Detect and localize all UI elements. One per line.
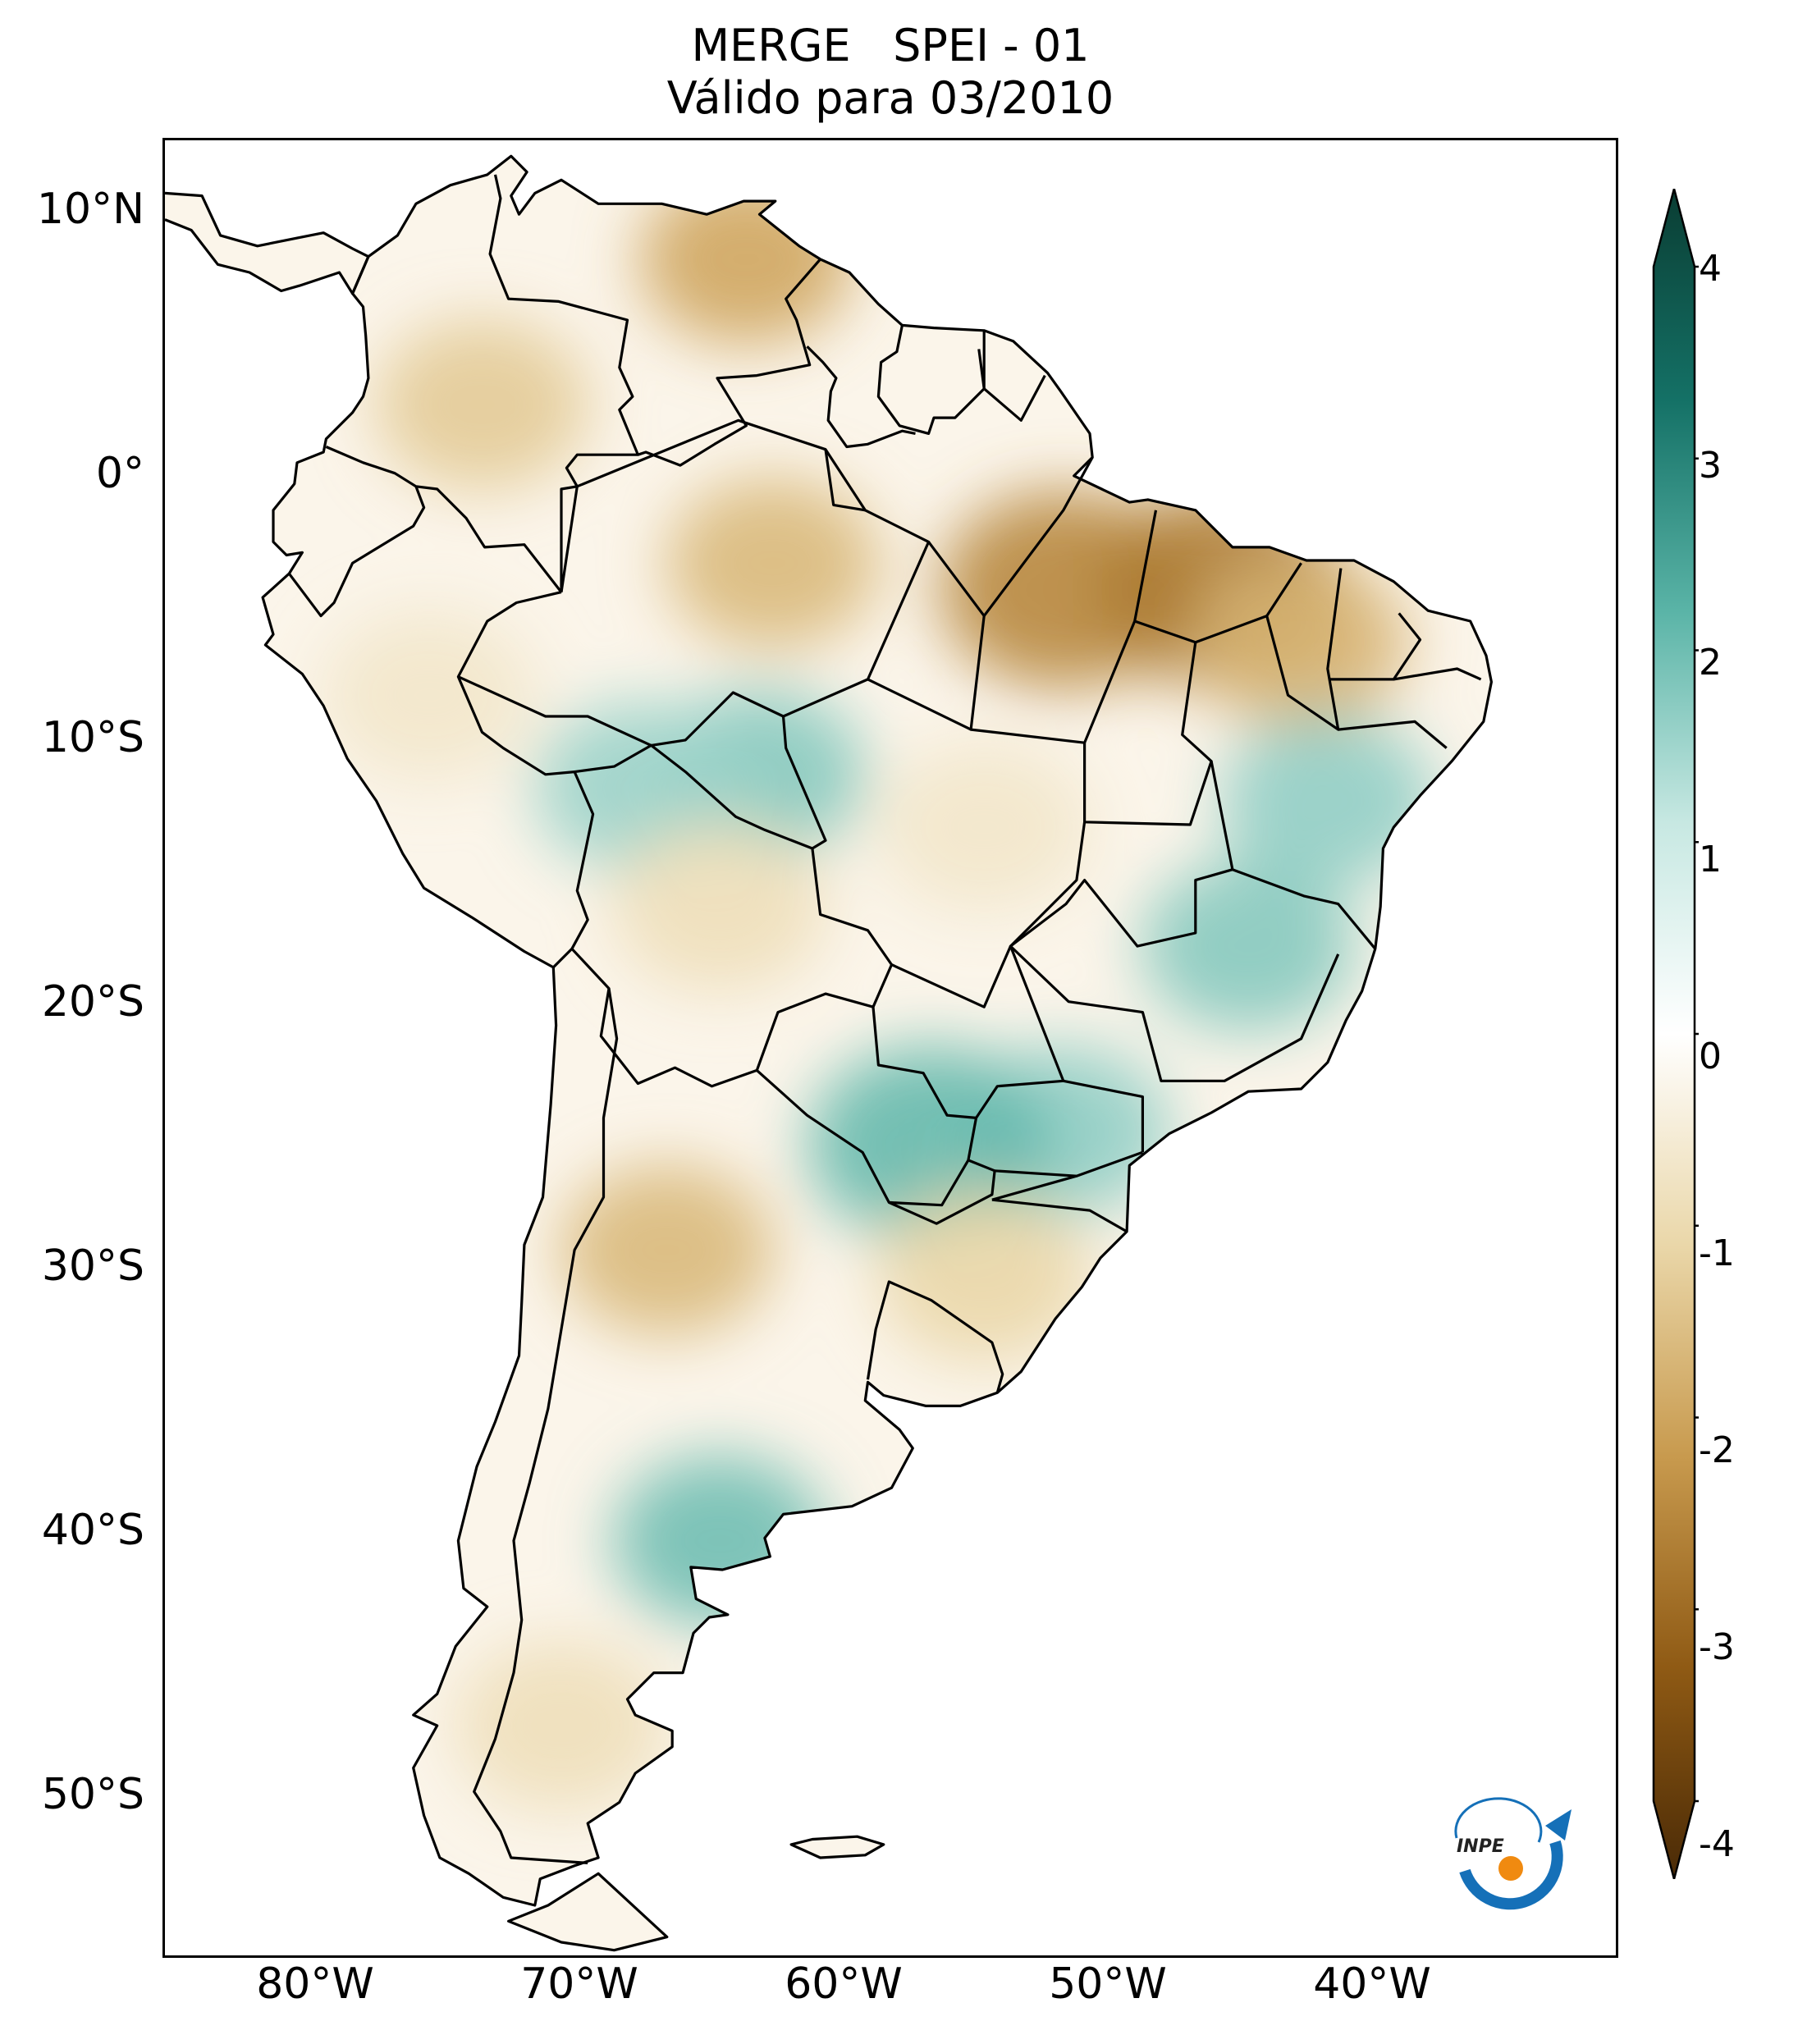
anomaly-region [1141, 861, 1356, 1032]
colorbar-scale [1652, 189, 1696, 1879]
colorbar-tick-label: 2 [1699, 642, 1722, 684]
lon-tick-label: 70°W [520, 1959, 638, 2009]
border-line [991, 1198, 1128, 1233]
map-subtitle: Válido para 03/2010 [666, 72, 1114, 124]
border-line [781, 716, 827, 850]
border-line [473, 988, 619, 1864]
border-line [1393, 667, 1482, 681]
border-line [457, 675, 652, 747]
colorbar-tick-label: -3 [1699, 1626, 1735, 1668]
anomaly-region [455, 1640, 668, 1811]
colorbar-tick-label: -1 [1699, 1232, 1735, 1274]
land-area [165, 156, 1492, 1950]
logo-ring [1459, 1840, 1563, 1910]
lon-tick-label: 40°W [1313, 1959, 1431, 2009]
anomaly-region [375, 319, 589, 490]
border-line [982, 456, 1094, 617]
lat-tick-label: 30°S [41, 1241, 144, 1291]
border-line [456, 591, 595, 969]
colorbar-tick-label: 4 [1699, 248, 1722, 290]
map-title: MERGE SPEI - 01 [691, 20, 1090, 71]
inpe-logo: INPE [1454, 1797, 1572, 1910]
border-line [488, 174, 639, 592]
logo-text: INPE [1457, 1836, 1504, 1857]
lat-tick-label: 20°S [41, 977, 144, 1027]
border-line [570, 743, 894, 1088]
anomaly-region [666, 478, 880, 649]
anomaly-region [877, 1191, 1091, 1362]
map-panel[interactable] [162, 138, 1618, 1958]
border-line [1232, 868, 1377, 950]
logo-orbit [1454, 1797, 1543, 1843]
anomaly-region [1220, 716, 1434, 886]
anomaly-region [613, 1455, 827, 1626]
border-line [876, 325, 986, 435]
border-line [866, 1280, 1004, 1393]
border-line [867, 678, 972, 731]
border-line [982, 330, 1046, 422]
anomaly-region [323, 610, 536, 781]
coastline [165, 191, 370, 295]
lat-tick-label: 0° [95, 449, 144, 498]
lat-tick-label: 50°S [41, 1770, 144, 1819]
border-line [927, 541, 1085, 744]
colorbar-tick-label: 3 [1699, 445, 1722, 487]
border-line [325, 446, 563, 593]
border-line [1330, 612, 1422, 681]
lon-tick-label: 50°W [1049, 1959, 1167, 2009]
colorbar-tick-label: -4 [1699, 1823, 1735, 1865]
logo-sun [1498, 1856, 1523, 1881]
coastline [789, 1835, 885, 1859]
country-borders [165, 154, 1493, 1952]
border-line [1009, 761, 1340, 1082]
lat-tick-label: 10°S [41, 713, 144, 762]
colorbar-tick-label: -2 [1699, 1429, 1735, 1471]
lon-tick-label: 60°W [785, 1959, 903, 2009]
spei-anomaly-layer [323, 173, 1434, 1811]
border-line [637, 258, 821, 467]
border-line [1063, 1079, 1144, 1153]
map-canvas[interactable] [165, 140, 1616, 1955]
border-line [888, 1159, 996, 1225]
border-line [288, 486, 426, 618]
anomaly-region [877, 742, 1091, 913]
coastline [507, 1872, 669, 1952]
border-line [975, 945, 1065, 1119]
anomaly-region [1194, 556, 1408, 728]
border-line [806, 345, 916, 449]
border-line [1338, 720, 1448, 749]
colorbar [1652, 189, 1699, 1879]
land-fill [165, 156, 1492, 1950]
lon-tick-label: 80°W [256, 1959, 374, 2009]
colorbar-tick-label: 0 [1699, 1036, 1722, 1077]
border-line [824, 449, 866, 512]
border-line [991, 1174, 1077, 1201]
colorbar-tick-label: 1 [1699, 839, 1722, 880]
coastline [261, 154, 1493, 1907]
lat-tick-label: 40°S [41, 1506, 144, 1555]
logo-arrow [1545, 1809, 1572, 1841]
lat-tick-label: 10°N [36, 185, 144, 234]
anomaly-region [560, 1164, 774, 1336]
anomaly-region [613, 821, 827, 992]
